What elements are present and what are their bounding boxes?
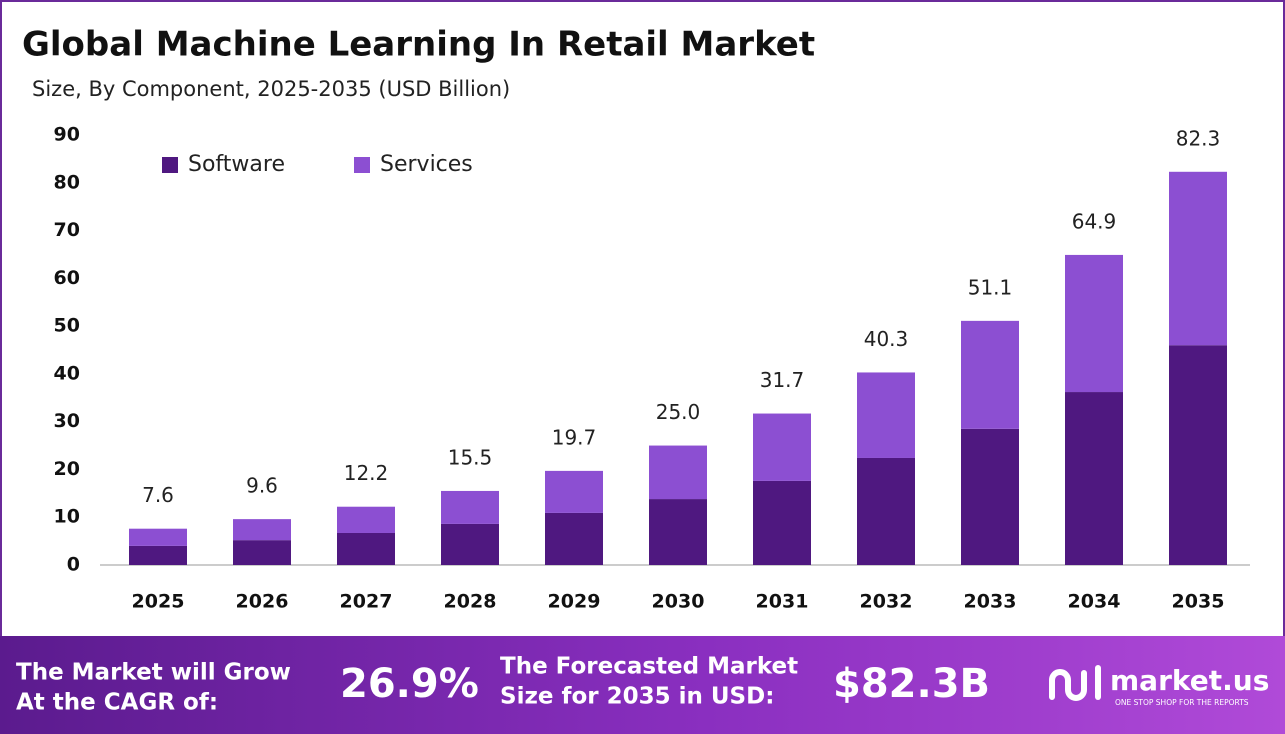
y-tick-label: 60	[54, 267, 80, 289]
bar-segment	[233, 540, 291, 565]
x-tick-label: 2031	[756, 591, 809, 613]
x-tick-label: 2032	[860, 591, 913, 613]
bar-segment	[961, 428, 1019, 565]
bar-segment	[337, 532, 395, 565]
y-tick-label: 80	[54, 171, 80, 193]
total-label: 9.6	[246, 474, 278, 498]
bar-segment	[1065, 392, 1123, 565]
x-tick-label: 2027	[340, 591, 393, 613]
total-label: 64.9	[1072, 209, 1117, 233]
brand-tagline: ONE STOP SHOP FOR THE REPORTS	[1115, 698, 1249, 707]
y-tick-label: 0	[67, 554, 80, 576]
total-label: 51.1	[968, 275, 1013, 299]
brand-name: market.us	[1110, 664, 1269, 697]
legend-label: Software	[188, 152, 285, 177]
bar-segment	[1065, 254, 1123, 393]
bar-segment	[857, 372, 915, 458]
total-label: 25.0	[656, 400, 701, 424]
x-tick-label: 2033	[964, 591, 1017, 613]
legend-swatch	[354, 157, 370, 173]
total-label: 19.7	[552, 425, 597, 449]
bar-segment	[753, 413, 811, 481]
bar-segment	[753, 480, 811, 565]
x-tick-label: 2030	[652, 591, 705, 613]
chart-subtitle: Size, By Component, 2025-2035 (USD Billi…	[32, 77, 510, 101]
brand-logo	[1049, 665, 1101, 701]
bar-segment	[545, 470, 603, 513]
bar-segment	[649, 499, 707, 565]
bar-segment	[649, 445, 707, 500]
bar-segment	[441, 523, 499, 565]
total-label: 31.7	[760, 368, 805, 392]
total-label: 12.2	[344, 461, 389, 485]
total-label: 7.6	[142, 483, 174, 507]
bar-segment	[233, 519, 291, 541]
bar-segment	[129, 528, 187, 546]
forecast-text: Size for 2035 in USD:	[500, 684, 774, 710]
y-tick-label: 30	[54, 410, 80, 432]
chart-title: Global Machine Learning In Retail Market	[22, 25, 815, 65]
bar-segment	[1169, 171, 1227, 346]
bar-segment	[545, 512, 603, 565]
total-label: 82.3	[1176, 126, 1221, 150]
bar-segment	[1169, 345, 1227, 565]
y-tick-label: 40	[54, 362, 80, 384]
cagr-text: At the CAGR of:	[16, 690, 218, 716]
x-tick-label: 2025	[132, 591, 185, 613]
x-tick-label: 2035	[1172, 591, 1225, 613]
x-tick-label: 2028	[444, 591, 497, 613]
bar-segment	[129, 545, 187, 565]
legend-label: Services	[380, 152, 473, 177]
x-tick-label: 2034	[1068, 591, 1121, 613]
x-tick-label: 2029	[548, 591, 601, 613]
y-tick-label: 70	[54, 219, 80, 241]
x-tick-label: 2026	[236, 591, 289, 613]
total-label: 40.3	[864, 327, 909, 351]
forecast-value: $82.3B	[833, 661, 990, 707]
forecast-text: The Forecasted Market	[500, 654, 798, 680]
bar-segment	[441, 490, 499, 524]
bar-segment	[961, 320, 1019, 429]
legend-swatch	[162, 157, 178, 173]
cagr-text: The Market will Grow	[16, 660, 291, 686]
y-tick-label: 50	[54, 315, 80, 337]
y-tick-label: 20	[54, 458, 80, 480]
bar-segment	[337, 506, 395, 533]
total-label: 15.5	[448, 445, 493, 469]
y-tick-label: 90	[54, 124, 80, 146]
cagr-value: 26.9%	[340, 661, 479, 707]
bar-segment	[857, 457, 915, 565]
y-tick-label: 10	[54, 506, 80, 528]
